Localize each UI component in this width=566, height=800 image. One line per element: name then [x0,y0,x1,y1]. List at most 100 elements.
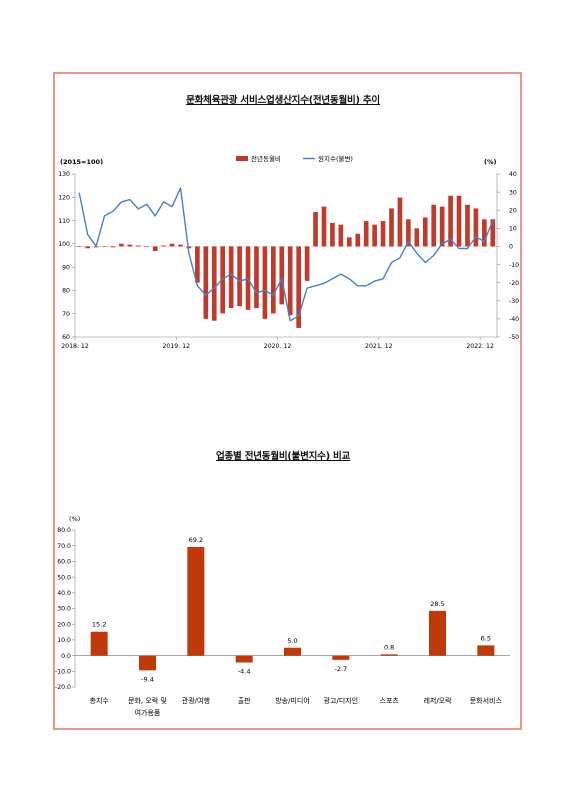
chart2-y-tick-label: 0.0 [61,653,71,660]
sector-category-label: 총지수 [90,696,110,705]
sector-category-label: 문화, 오락 및 [128,697,167,705]
chart2-y-tick-label: 80.0 [57,527,71,534]
right-tick-label: 20 [509,207,517,214]
yoy-bar [220,246,226,314]
sector-category-label: 출판 [238,696,251,705]
sector-value-label: 28.5 [430,600,444,608]
yoy-bar [127,244,133,247]
sector-category-label: 광고/디자인 [324,696,359,705]
yoy-bar [389,208,394,247]
yoy-bar [169,243,175,247]
chart2-y-tick-label: 30.0 [57,606,71,613]
yoy-bar [338,224,344,247]
sector-value-label: -9.4 [141,675,154,683]
yoy-bar [482,219,487,247]
yoy-bar [456,195,462,247]
yoy-bar [237,246,242,307]
x-tick-label: 2019. 12 [162,343,190,350]
yoy-bar [397,197,403,247]
yoy-bar [372,224,377,247]
yoy-bar [228,246,234,309]
x-tick-label: 2021. 12 [365,343,393,350]
yoy-bar [406,219,411,247]
yoy-bar [330,222,335,247]
sector-category-label: 여가용품 [135,708,161,717]
sector-bar [429,610,446,656]
left-tick-label: 90 [62,264,70,271]
sector-category-label: 관광/여행 [182,696,210,705]
yoy-bar [422,217,428,247]
right-tick-label: 40 [509,171,517,178]
sector-bar [380,654,398,656]
yoy-bar [254,246,259,309]
sector-bar [139,655,156,671]
yoy-bar [161,245,166,247]
right-tick-label: -10 [509,262,519,269]
left-tick-label: 60 [62,334,70,341]
chart2-y-tick-label: -20.0 [55,684,71,691]
sector-bar [477,645,495,656]
right-tick-label: -20 [509,280,519,287]
yoy-bar [144,246,150,248]
chart2-unit-label: (%) [69,515,80,523]
chart2-y-tick-label: -10.0 [55,669,71,676]
left-tick-label: 110 [58,218,70,225]
chart2-y-tick-label: 50.0 [57,574,71,581]
sector-bar [187,546,205,656]
left-unit-label: (2015=100) [60,158,103,166]
yoy-bar [85,246,90,249]
yoy-bar [195,246,200,283]
sector-value-label: 69.2 [189,536,203,544]
right-tick-label: 30 [509,189,517,196]
yoy-bar [186,246,192,249]
yoy-bar [262,246,268,319]
yoy-bar [296,246,301,328]
yoy-bar [152,246,158,251]
report-frame [53,72,522,730]
sector-category-label: 문화서비스 [470,696,503,705]
yoy-bar [271,246,276,314]
left-tick-label: 120 [58,194,70,201]
yoy-bar [211,246,217,321]
sector-bar [284,647,301,656]
yoy-bar [135,245,141,247]
right-tick-label: -50 [509,334,519,341]
sector-value-label: -4.4 [238,668,251,676]
sector-category-label: 스포츠 [380,697,400,705]
yoy-bar [439,206,445,247]
yoy-bar [346,237,352,247]
left-tick-label: 100 [58,241,70,248]
x-tick-label: 2018. 12 [61,343,89,350]
left-tick-label: 70 [62,311,70,318]
sector-bar [90,631,108,656]
right-tick-label: 0 [509,244,513,251]
yoy-bar [414,228,420,247]
yoy-bar [178,244,183,247]
yoy-bar [119,243,124,247]
chart1-title: 문화체육관광 서비스업생산지수(전년동월비) 추이 [186,95,380,106]
legend-label-line: 원지수(불변) [318,154,353,163]
chart2-y-tick-label: 40.0 [57,590,71,597]
chart2-y-tick-label: 20.0 [57,621,71,628]
x-tick-label: 2022. 12 [466,343,494,350]
chart2-y-tick-label: 10.0 [57,637,71,644]
sector-category-label: 방송/미디어 [275,696,310,705]
yoy-bar [203,246,209,319]
left-tick-label: 80 [62,288,70,295]
legend-label-bar: 전년동월비 [251,154,281,163]
sector-category-label: 레저/오락 [423,696,452,705]
yoy-bar [380,221,386,247]
yoy-bar [102,246,107,248]
sector-value-label: 15.2 [92,621,106,629]
sector-value-label: 0.8 [384,643,394,651]
sector-bar [332,655,350,660]
yoy-bar [490,219,496,247]
right-tick-label: -40 [509,316,519,323]
right-tick-label: -30 [509,298,519,305]
right-unit-label: (%) [484,158,496,166]
yoy-bar [287,246,293,316]
yoy-bar [313,212,318,247]
yoy-bar [465,204,470,247]
sector-value-label: 5.0 [287,637,297,645]
